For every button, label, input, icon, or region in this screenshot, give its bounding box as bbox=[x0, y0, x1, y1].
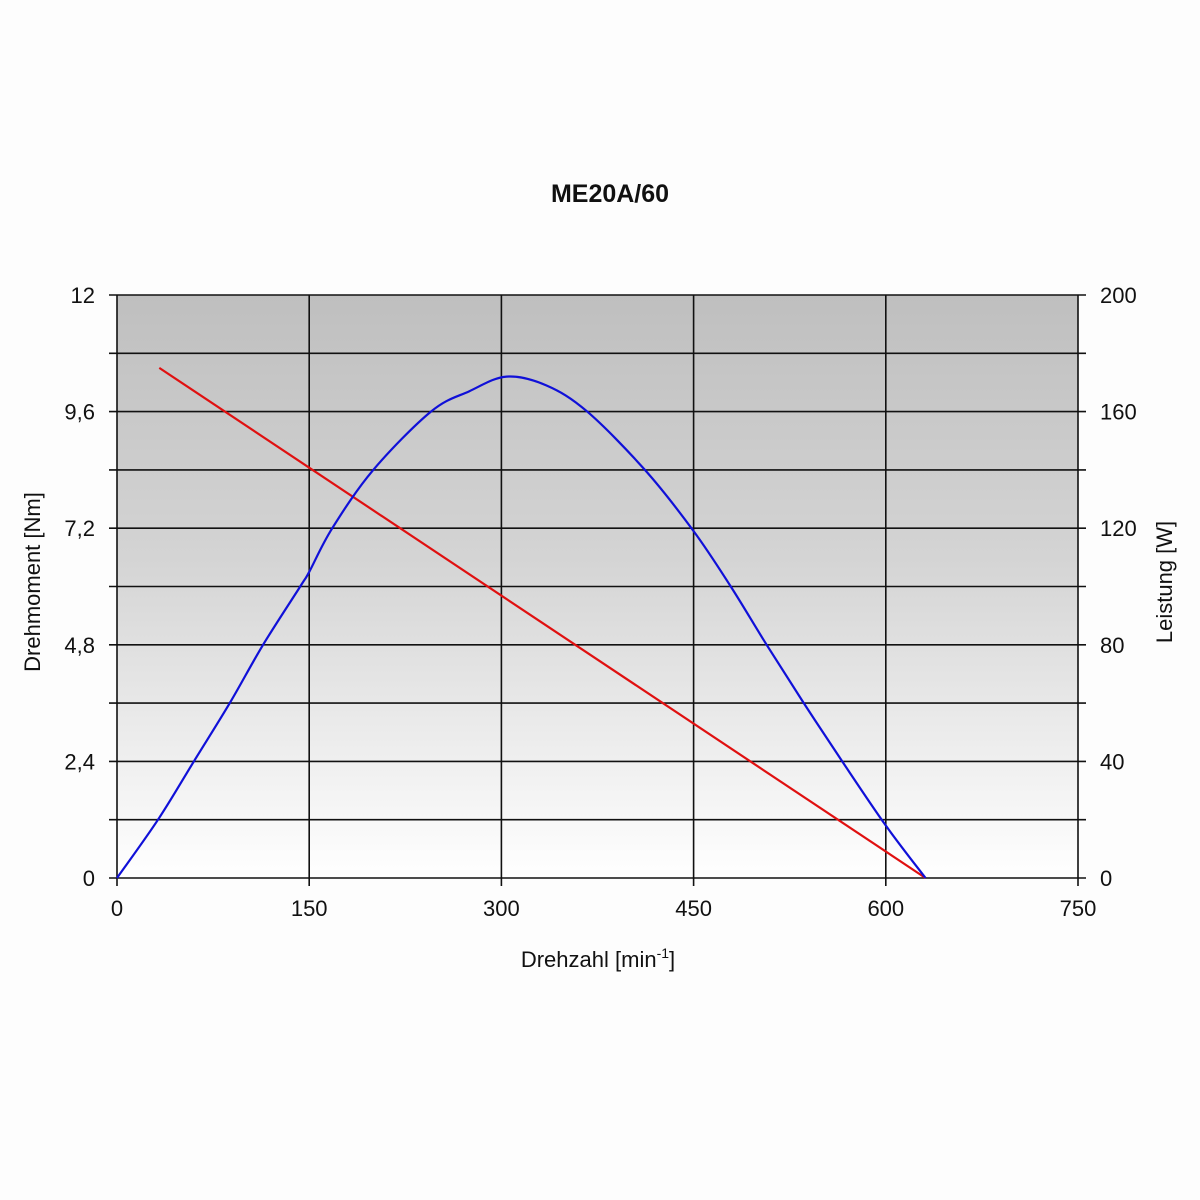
x-axis-label-end: ] bbox=[669, 947, 675, 972]
x-tick-label: 450 bbox=[675, 896, 712, 921]
y2-tick-label: 120 bbox=[1100, 516, 1137, 541]
y-tick-label: 0 bbox=[83, 866, 95, 891]
x-axis-label-sup: -1 bbox=[657, 945, 670, 961]
y2-tick-label: 160 bbox=[1100, 400, 1137, 425]
y-tick-label: 4,8 bbox=[64, 633, 95, 658]
x-axis-label: Drehzahl [min-1] bbox=[521, 945, 675, 972]
x-tick-label: 600 bbox=[867, 896, 904, 921]
y-tick-label: 9,6 bbox=[64, 400, 95, 425]
y-tick-label: 12 bbox=[71, 283, 95, 308]
series-line-leistung bbox=[116, 375, 927, 879]
x-tick-label: 750 bbox=[1060, 896, 1097, 921]
y2-tick-label: 80 bbox=[1100, 633, 1124, 658]
x-tick-label: 0 bbox=[111, 896, 123, 921]
chart-title: ME20A/60 bbox=[551, 180, 669, 208]
y2-tick-label: 200 bbox=[1100, 283, 1137, 308]
y2-tick-label: 0 bbox=[1100, 866, 1112, 891]
y2-axis-label: Leistung [W] bbox=[1152, 521, 1177, 643]
x-tick-label: 300 bbox=[483, 896, 520, 921]
tick-labels: 0 150 300 450 600 75002,44,87,29,612040801201… bbox=[64, 283, 1136, 921]
grid bbox=[109, 294, 1086, 886]
x-tick-label: 150 bbox=[291, 896, 328, 921]
y-tick-label: 2,4 bbox=[64, 749, 95, 774]
series-layer bbox=[116, 366, 927, 879]
y-tick-label: 7,2 bbox=[64, 516, 95, 541]
series-line-drehmoment bbox=[158, 366, 927, 879]
y-axis-label: Drehmoment [Nm] bbox=[20, 492, 45, 672]
x-axis-label-main: Drehzahl [min bbox=[521, 947, 657, 972]
y2-tick-label: 40 bbox=[1100, 749, 1124, 774]
